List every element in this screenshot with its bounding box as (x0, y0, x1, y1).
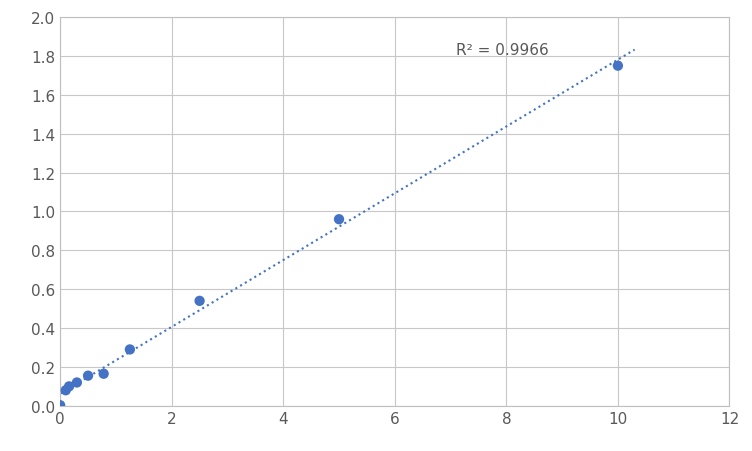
Point (71, 379, 83, 386)
Point (612, 63, 624, 70)
Point (63, 383, 75, 390)
Point (59, 387, 71, 394)
Point (54, 402, 66, 409)
Text: R² = 0.9966: R² = 0.9966 (456, 43, 549, 58)
Point (333, 216, 345, 223)
Point (98, 370, 110, 377)
Point (82, 372, 94, 379)
Point (124, 346, 136, 353)
Point (193, 298, 205, 305)
